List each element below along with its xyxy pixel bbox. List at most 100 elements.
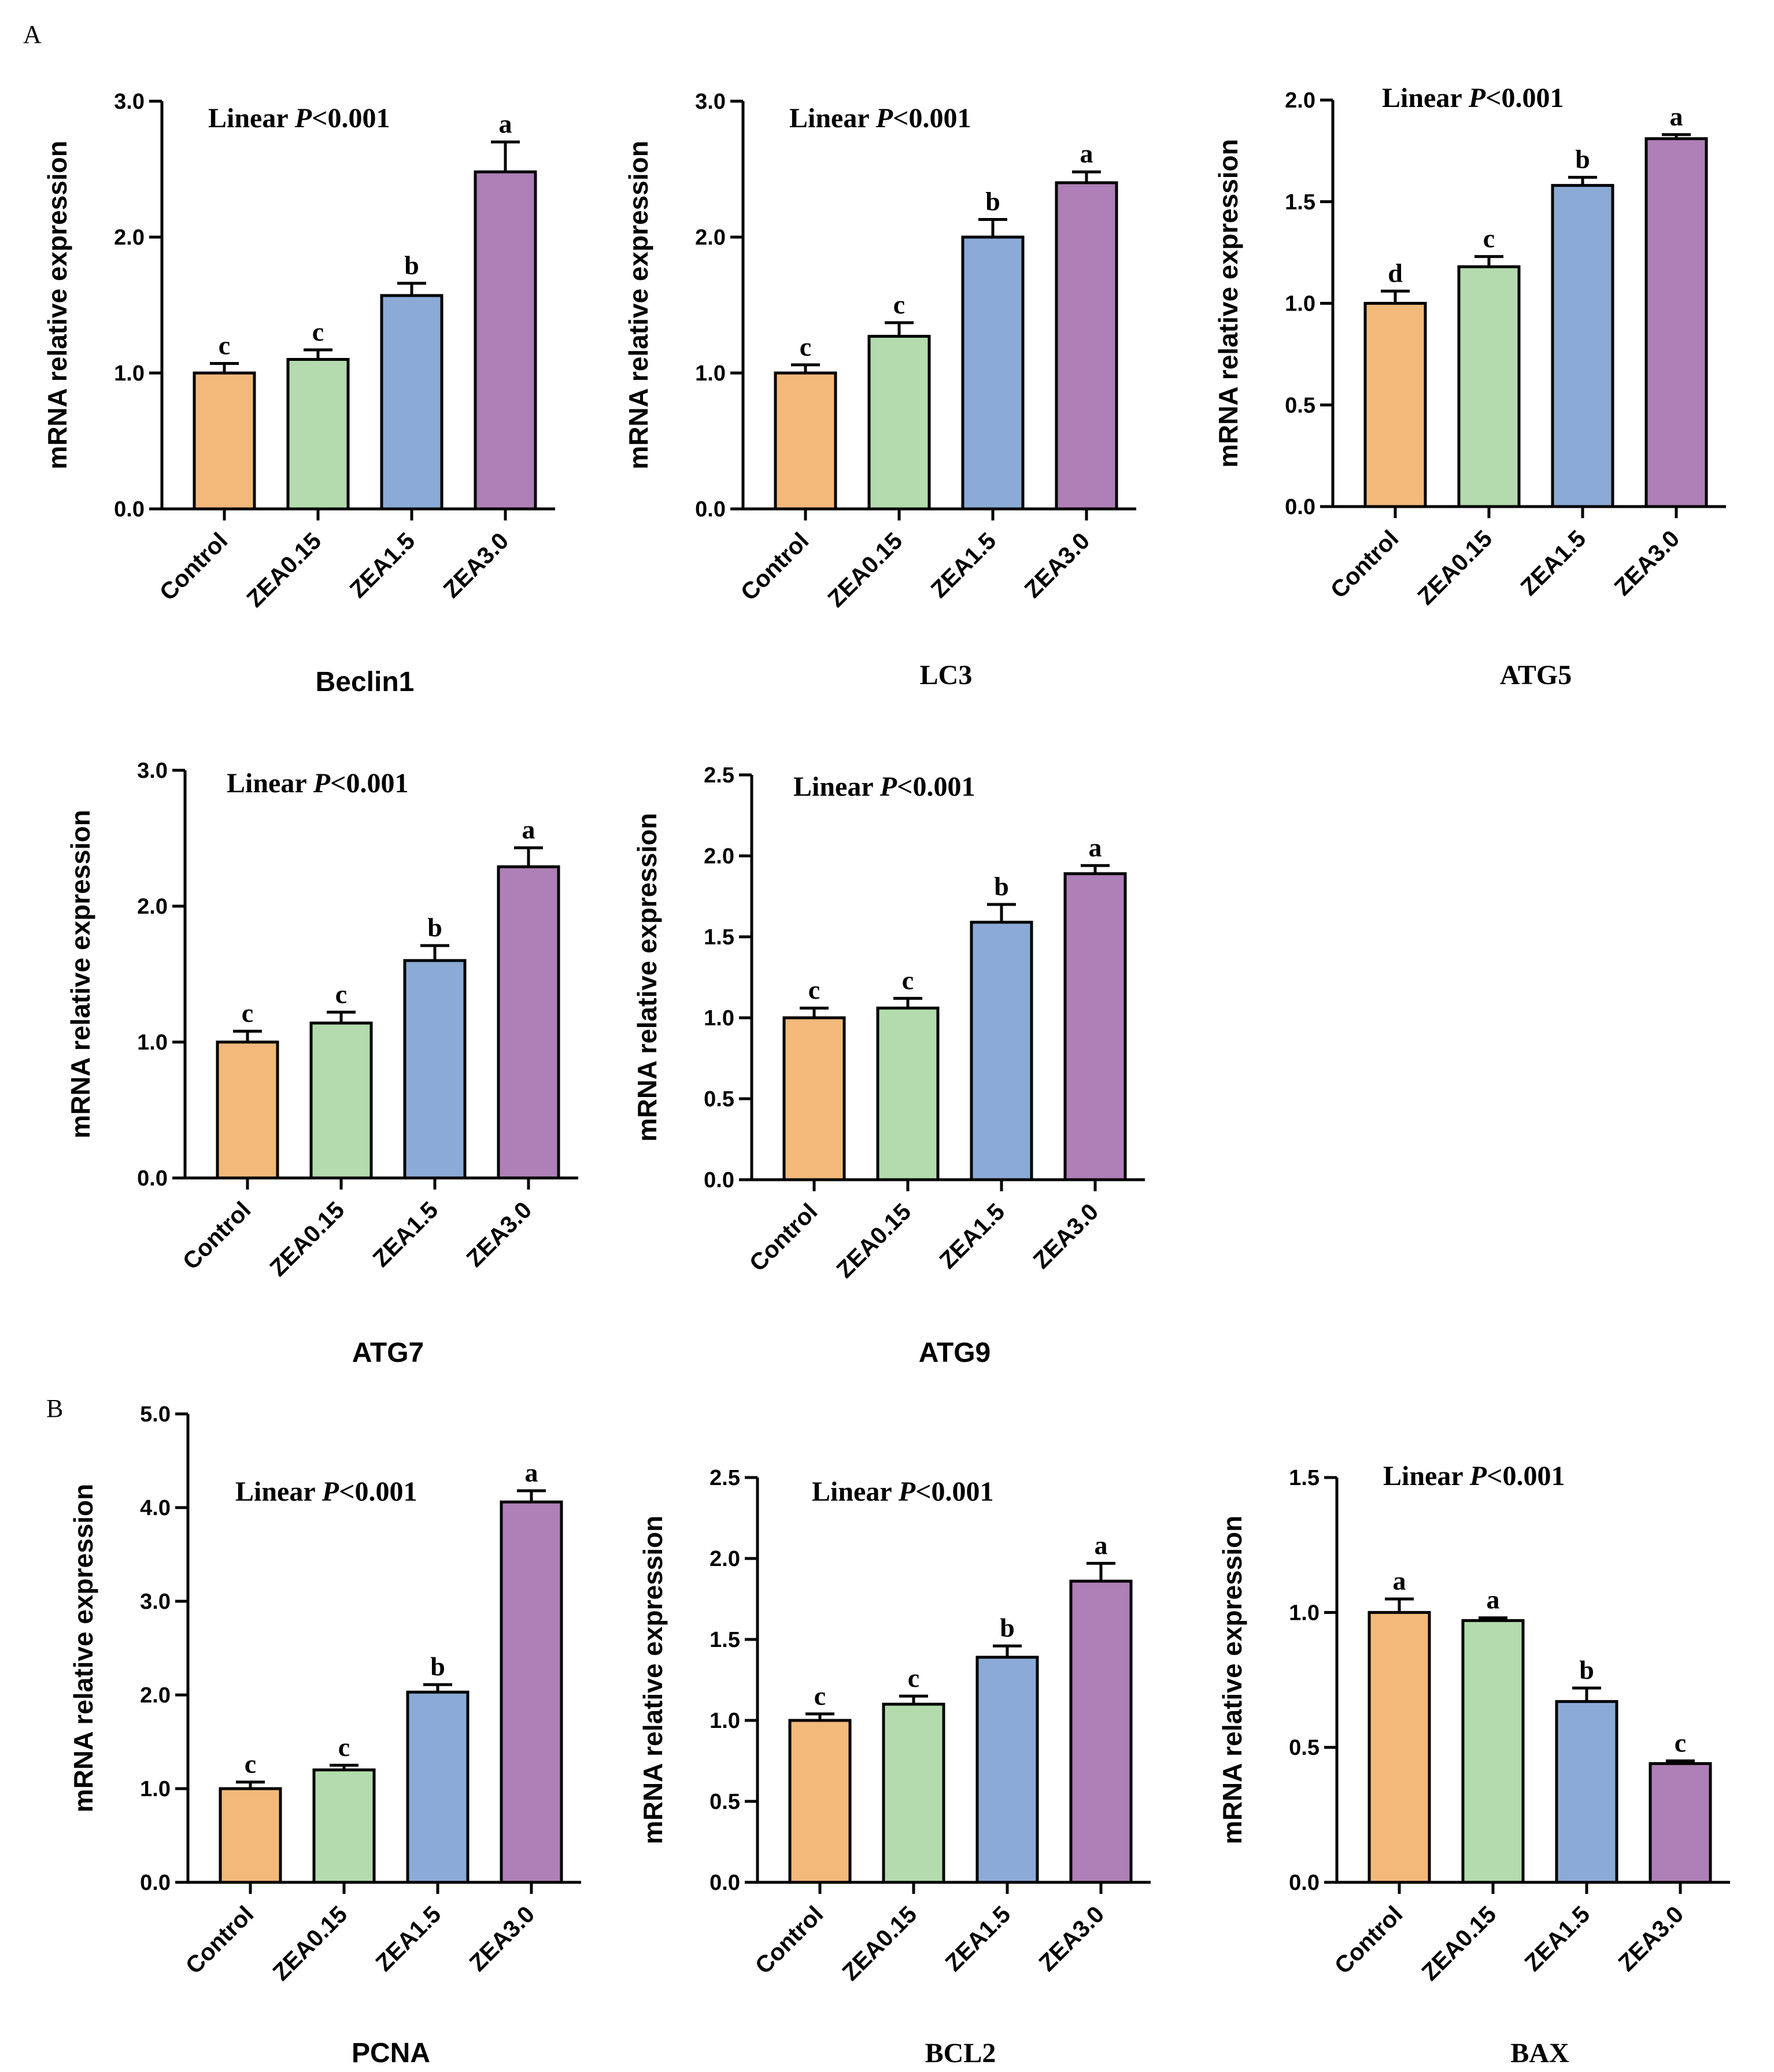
significance-label: a — [1095, 1530, 1108, 1560]
category-label: Control — [1325, 525, 1404, 604]
bar-control — [219, 1787, 282, 1884]
category-label: ZEA0.15 — [241, 527, 326, 612]
category-label: Control — [736, 527, 814, 606]
y-tick-label: 2.0 — [140, 1683, 171, 1708]
y-tick-label: 2.0 — [709, 1547, 740, 1571]
annotation-p: P — [875, 103, 893, 134]
y-tick-label: 1.0 — [1285, 292, 1315, 316]
y-axis-label: mRNA relative expression — [623, 141, 653, 469]
category-label: ZEA3.0 — [1028, 1198, 1104, 1274]
significance-label: c — [908, 1663, 919, 1693]
significance-label: c — [1675, 1728, 1686, 1757]
y-tick-label: 1.5 — [709, 1628, 740, 1652]
linear-trend-annotation: Linear P<0.001 — [793, 771, 975, 802]
y-tick-label: 1.5 — [704, 925, 734, 950]
category-label: ZEA1.5 — [940, 1901, 1016, 1977]
significance-label: a — [525, 1458, 538, 1487]
annotation-threshold: <0.001 — [339, 1476, 417, 1507]
panel-label-a: A — [23, 20, 42, 49]
y-axis-label: mRNA relative expression — [1217, 1516, 1247, 1844]
chart-atg9: 0.0 0.5 1.0 1.5 2.0 2.5 mRNA relative expressi… — [632, 763, 1145, 1368]
category-label: ZEA1.5 — [345, 527, 420, 603]
annotation-threshold: <0.001 — [330, 768, 408, 799]
significance-label: c — [814, 1681, 826, 1711]
category-label: Control — [178, 1196, 256, 1275]
bar-zea3-0 — [474, 170, 537, 511]
significance-label: b — [985, 186, 1000, 216]
linear-trend-annotation: Linear P<0.001 — [235, 1476, 417, 1507]
significance-label: b — [1575, 145, 1590, 174]
annotation-prefix: Linear — [1383, 1461, 1470, 1491]
y-tick-label: 1.5 — [1289, 1466, 1320, 1490]
significance-label: a — [522, 815, 535, 844]
annotation-p: P — [1468, 83, 1486, 113]
chart-title: BAX — [1510, 2038, 1569, 2069]
significance-label: c — [219, 331, 230, 360]
category-label: ZEA0.15 — [267, 1901, 352, 1986]
annotation-p: P — [1469, 1461, 1487, 1491]
y-tick-label: 1.0 — [695, 361, 726, 386]
y-tick-label: 2.0 — [114, 226, 145, 250]
annotation-threshold: <0.001 — [1487, 1461, 1565, 1491]
category-label: ZEA1.5 — [1520, 1901, 1595, 1977]
y-tick-label: 3.0 — [137, 759, 168, 783]
y-axis-label: mRNA relative expression — [638, 1516, 668, 1844]
significance-label: b — [1000, 1613, 1015, 1642]
category-label: ZEA0.15 — [1416, 1901, 1501, 1986]
category-label: ZEA0.15 — [1412, 525, 1497, 610]
linear-trend-annotation: Linear P<0.001 — [812, 1476, 993, 1507]
bar-zea0-15 — [312, 1768, 376, 1884]
chart-title: ATG9 — [919, 1338, 991, 1368]
chart-pcna: 0.0 1.0 2.0 3.0 4.0 5.0 mRNA relative expressi… — [68, 1402, 581, 2069]
y-axis-label: mRNA relative expression — [632, 813, 662, 1142]
annotation-p: P — [313, 768, 331, 799]
significance-label: b — [430, 1652, 445, 1681]
category-label: ZEA1.5 — [1516, 525, 1591, 601]
significance-label: b — [404, 250, 419, 280]
chart-title: ATG5 — [1500, 660, 1572, 690]
linear-trend-annotation: Linear P<0.001 — [208, 103, 390, 134]
bar-zea1-5 — [1555, 1700, 1618, 1884]
panel-label-b: B — [46, 1394, 63, 1423]
category-label: ZEA0.15 — [831, 1198, 916, 1283]
significance-label: b — [427, 913, 442, 942]
category-label: ZEA1.5 — [371, 1901, 446, 1977]
chart-title: LC3 — [920, 660, 973, 690]
y-tick-label: 0.5 — [704, 1087, 734, 1111]
bar-zea1-5 — [961, 235, 1025, 511]
y-axis-label: mRNA relative expression — [1213, 139, 1243, 467]
significance-label: a — [1080, 139, 1093, 168]
significance-label: a — [499, 109, 512, 139]
bar-zea1-5 — [970, 921, 1033, 1181]
significance-label: b — [994, 871, 1009, 901]
annotation-p: P — [321, 1476, 339, 1507]
y-tick-label: 5.0 — [140, 1402, 171, 1427]
y-axis-label: mRNA relative expression — [65, 810, 95, 1138]
y-tick-label: 1.0 — [140, 1777, 171, 1801]
bar-zea1-5 — [380, 294, 444, 511]
category-label: ZEA0.15 — [822, 527, 907, 612]
y-tick-label: 0.5 — [1285, 393, 1315, 418]
linear-trend-annotation: Linear P<0.001 — [227, 768, 408, 799]
annotation-prefix: Linear — [789, 103, 876, 134]
category-label: ZEA0.15 — [264, 1196, 349, 1281]
chart-atg5: 0.0 0.5 1.0 1.5 2.0 mRNA relative expression d… — [1213, 83, 1726, 690]
category-label: Control — [1329, 1901, 1408, 1979]
category-label: ZEA1.5 — [934, 1198, 1010, 1274]
bar-zea0-15 — [867, 335, 931, 511]
significance-label: a — [1487, 1585, 1500, 1615]
y-tick-label: 2.0 — [695, 226, 726, 250]
annotation-threshold: <0.001 — [1485, 83, 1564, 113]
annotation-threshold: <0.001 — [915, 1476, 993, 1507]
y-tick-label: 3.0 — [114, 90, 145, 114]
bar-control — [788, 1719, 852, 1884]
significance-label: c — [335, 979, 347, 1009]
y-tick-label: 1.0 — [709, 1709, 740, 1733]
y-tick-label: 0.0 — [709, 1871, 740, 1895]
y-tick-label: 0.0 — [137, 1166, 168, 1191]
annotation-prefix: Linear — [208, 103, 295, 134]
category-label: Control — [154, 527, 233, 606]
y-tick-label: 0.0 — [1289, 1871, 1320, 1895]
bar-control — [1368, 1611, 1431, 1884]
